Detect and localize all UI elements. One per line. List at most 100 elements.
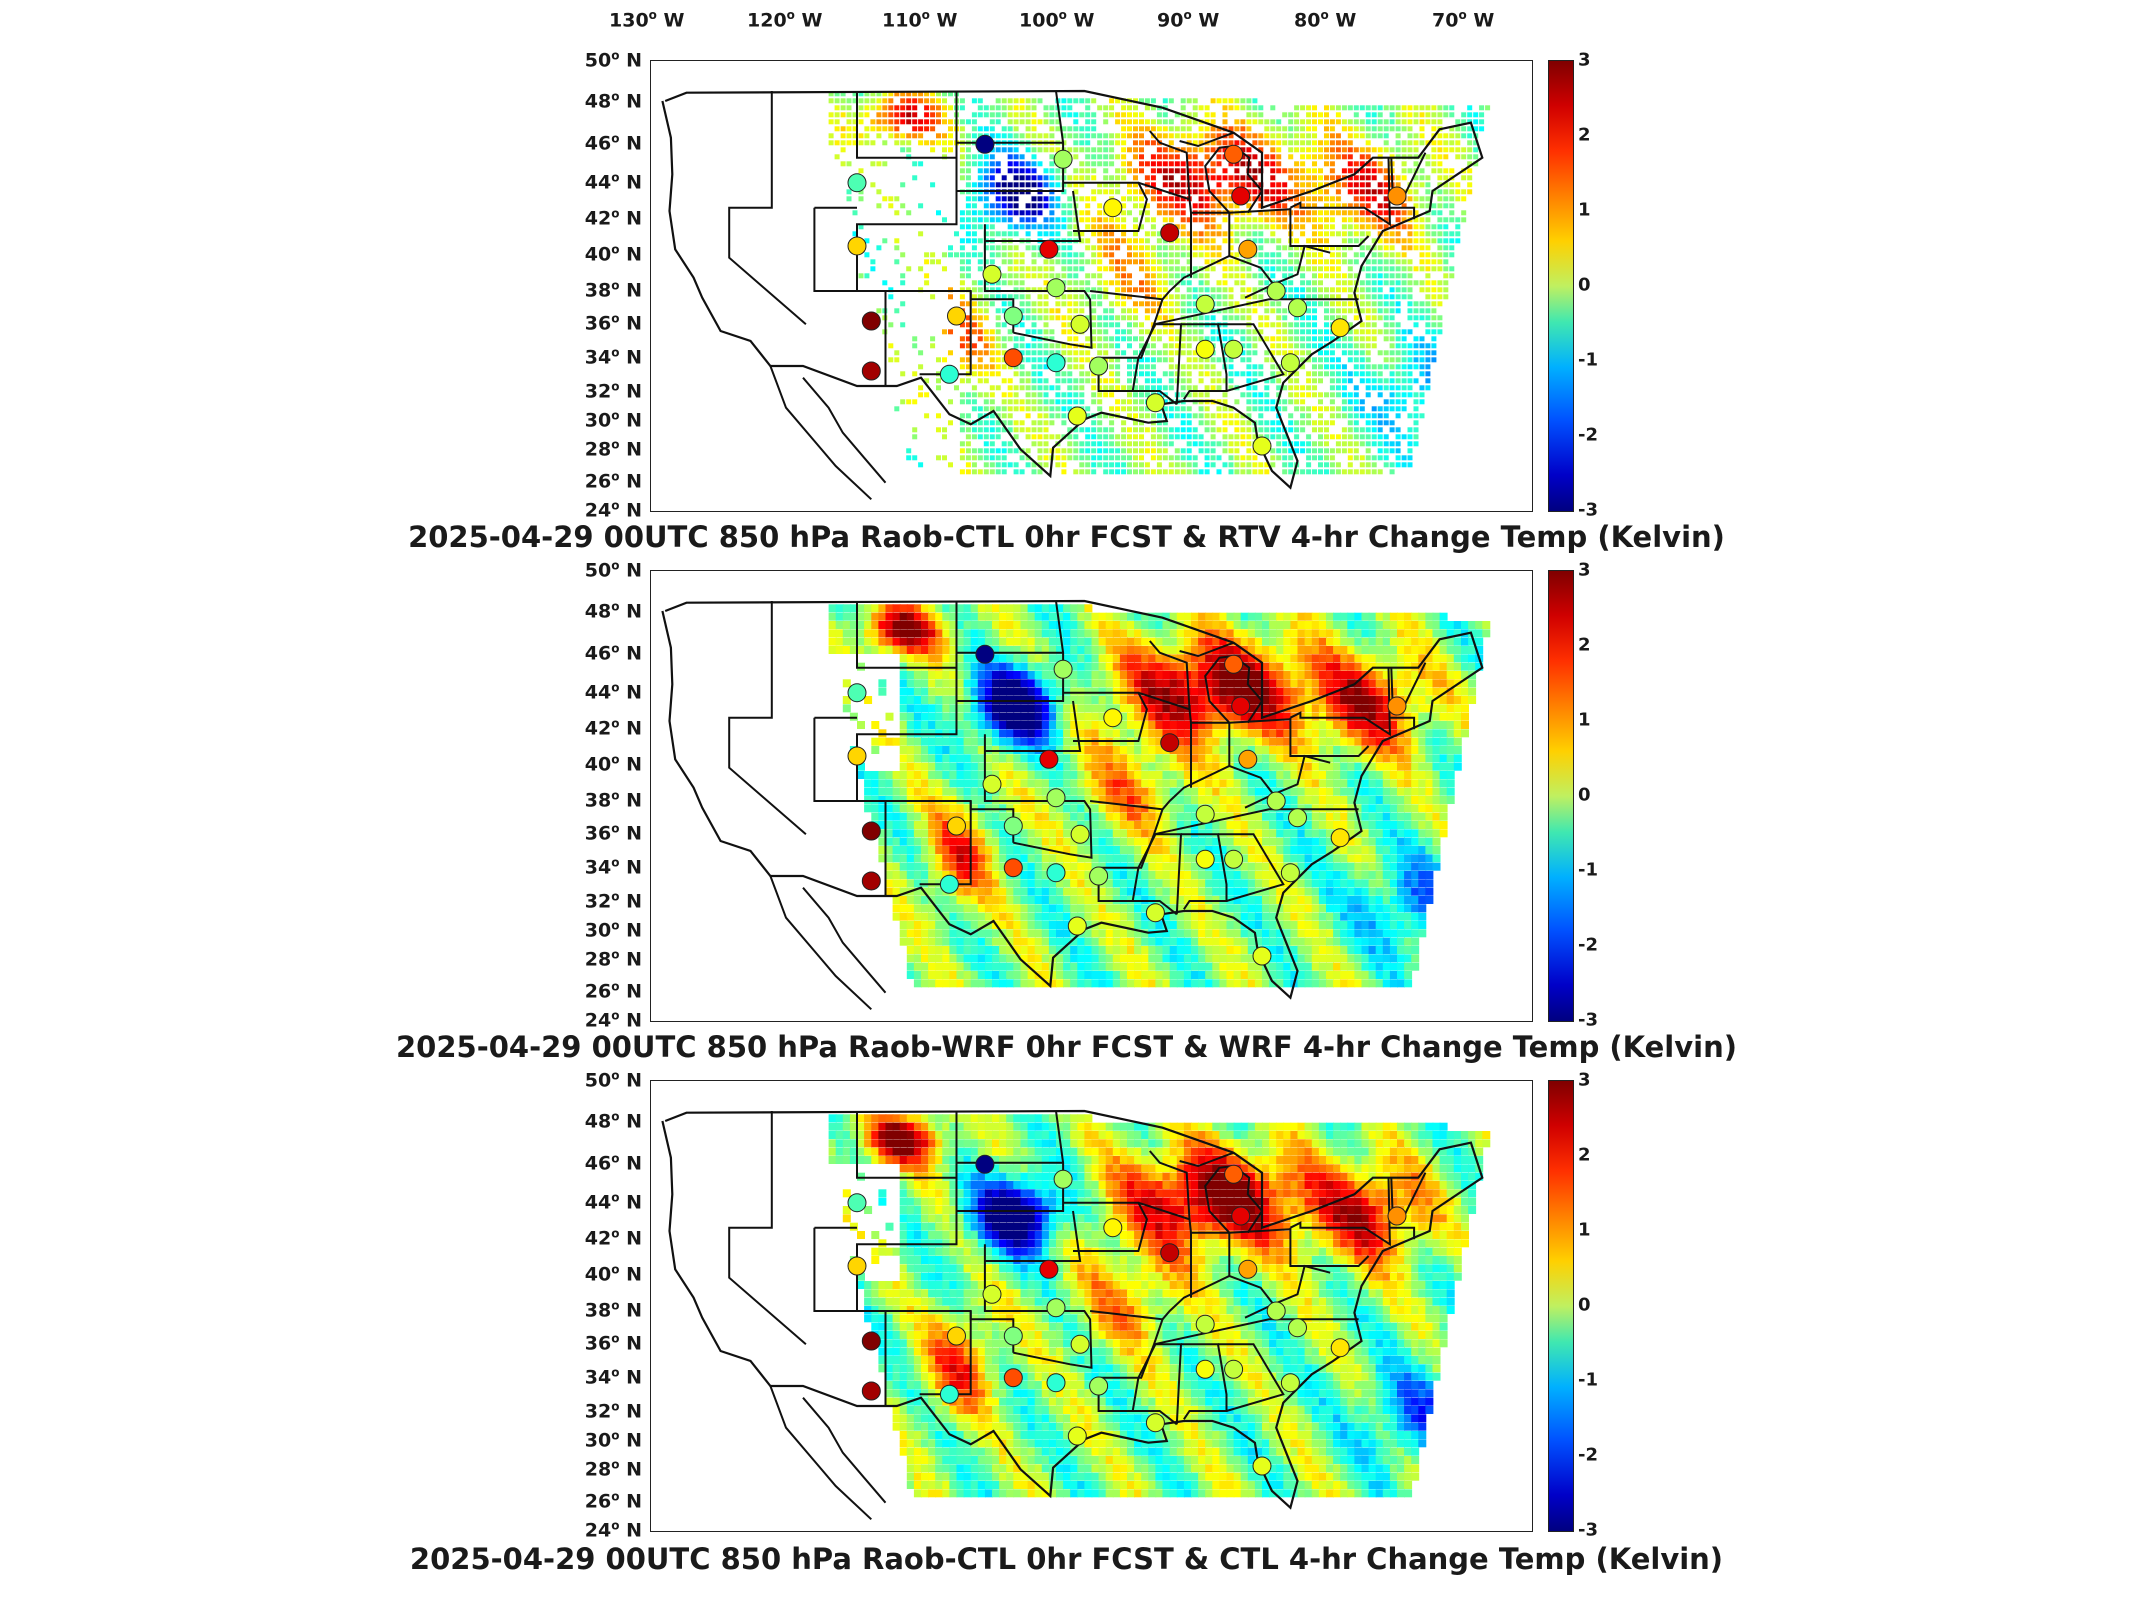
raob-station-marker[interactable] [1330,828,1350,848]
raob-station-marker[interactable] [975,644,995,664]
raob-station-marker[interactable] [1039,239,1059,259]
raob-station-marker[interactable] [975,1154,995,1174]
raob-station-marker[interactable] [1145,903,1165,923]
raob-station-marker[interactable] [1238,239,1258,259]
raob-station-marker[interactable] [1103,1218,1123,1238]
raob-station-marker[interactable] [1288,298,1307,318]
raob-station-marker[interactable] [1224,1164,1244,1184]
raob-station-marker[interactable] [1160,223,1180,243]
raob-station-marker[interactable] [1046,1298,1066,1318]
raob-station-marker[interactable] [847,746,867,766]
raob-station-marker[interactable] [947,816,966,836]
raob-station-marker[interactable] [1231,1206,1251,1226]
raob-station-marker[interactable] [861,871,881,891]
raob-station-marker[interactable] [1387,696,1407,716]
raob-station-marker[interactable] [1224,849,1244,869]
raob-station-marker[interactable] [1053,659,1073,679]
raob-station-marker[interactable] [947,1326,966,1346]
raob-station-marker[interactable] [1195,339,1215,359]
raob-station-marker[interactable] [1145,1413,1165,1433]
map-frame[interactable] [650,60,1533,512]
raob-station-marker[interactable] [1145,393,1165,413]
map-frame[interactable] [650,570,1533,1022]
raob-station-marker[interactable] [1280,1373,1300,1393]
raob-station-marker[interactable] [1003,306,1023,326]
raob-station-marker[interactable] [1195,849,1215,869]
raob-station-marker[interactable] [1195,294,1215,314]
raob-station-marker[interactable] [1330,1338,1350,1358]
raob-station-marker[interactable] [1231,186,1251,206]
raob-station-marker[interactable] [1103,708,1123,728]
raob-station-marker[interactable] [1039,1259,1059,1279]
raob-station-marker[interactable] [847,1193,867,1213]
raob-station-marker[interactable] [1089,356,1109,376]
raob-station-marker[interactable] [939,874,959,894]
raob-station-marker[interactable] [975,134,995,154]
raob-station-marker[interactable] [1053,149,1073,169]
raob-station-marker[interactable] [1266,791,1286,811]
latitude-label: 34o N [584,1365,642,1389]
raob-station-marker[interactable] [1089,866,1109,886]
raob-station-marker[interactable] [1224,1359,1244,1379]
raob-station-marker[interactable] [1003,1368,1023,1388]
raob-station-marker[interactable] [861,1381,881,1401]
raob-station-marker[interactable] [1160,1243,1180,1263]
raob-station-marker[interactable] [1238,749,1258,769]
raob-station-marker[interactable] [1195,1314,1215,1334]
raob-station-marker[interactable] [847,683,867,703]
raob-station-marker[interactable] [1280,863,1300,883]
raob-station-marker[interactable] [1067,1426,1087,1446]
raob-station-marker[interactable] [861,311,881,331]
raob-station-marker[interactable] [1067,406,1087,426]
raob-station-marker[interactable] [1252,1456,1272,1476]
raob-station-marker[interactable] [1195,804,1215,824]
raob-station-marker[interactable] [1070,824,1090,844]
raob-station-marker[interactable] [982,774,1002,794]
raob-station-marker[interactable] [1067,916,1087,936]
raob-station-marker[interactable] [1103,198,1123,218]
raob-station-marker[interactable] [939,364,959,384]
raob-station-marker[interactable] [847,1256,867,1276]
raob-station-marker[interactable] [1046,788,1066,808]
raob-station-marker[interactable] [1053,1169,1073,1189]
raob-station-marker[interactable] [1003,816,1023,836]
raob-station-marker[interactable] [1231,696,1251,716]
raob-station-marker[interactable] [1288,1318,1307,1338]
raob-station-marker[interactable] [1387,186,1407,206]
raob-station-marker[interactable] [1252,946,1272,966]
raob-station-marker[interactable] [1039,749,1059,769]
raob-station-marker[interactable] [1224,654,1244,674]
raob-station-marker[interactable] [1280,353,1300,373]
raob-station-marker[interactable] [1224,339,1244,359]
raob-station-marker[interactable] [1160,733,1180,753]
raob-station-marker[interactable] [1003,858,1023,878]
raob-station-marker[interactable] [1252,436,1272,456]
raob-station-marker[interactable] [847,173,867,193]
raob-station-marker[interactable] [861,821,881,841]
raob-station-marker[interactable] [1046,353,1066,373]
raob-station-marker[interactable] [1266,1301,1286,1321]
raob-station-marker[interactable] [1003,1326,1023,1346]
raob-station-marker[interactable] [861,361,881,381]
raob-station-marker[interactable] [861,1331,881,1351]
raob-station-marker[interactable] [1046,278,1066,298]
raob-station-marker[interactable] [1330,318,1350,338]
raob-station-marker[interactable] [1195,1359,1215,1379]
raob-station-marker[interactable] [939,1384,959,1404]
raob-station-marker[interactable] [1046,1373,1066,1393]
raob-station-marker[interactable] [1046,863,1066,883]
raob-station-marker[interactable] [947,306,966,326]
map-frame[interactable] [650,1080,1533,1532]
raob-station-marker[interactable] [982,1284,1002,1304]
raob-station-marker[interactable] [1070,1334,1090,1354]
raob-station-marker[interactable] [1266,281,1286,301]
raob-station-marker[interactable] [1003,348,1023,368]
raob-station-marker[interactable] [1387,1206,1407,1226]
raob-station-marker[interactable] [1238,1259,1258,1279]
raob-station-marker[interactable] [1089,1376,1109,1396]
raob-station-marker[interactable] [1224,144,1244,164]
raob-station-marker[interactable] [982,264,1002,284]
raob-station-marker[interactable] [1070,314,1090,334]
raob-station-marker[interactable] [847,236,867,256]
raob-station-marker[interactable] [1288,808,1307,828]
